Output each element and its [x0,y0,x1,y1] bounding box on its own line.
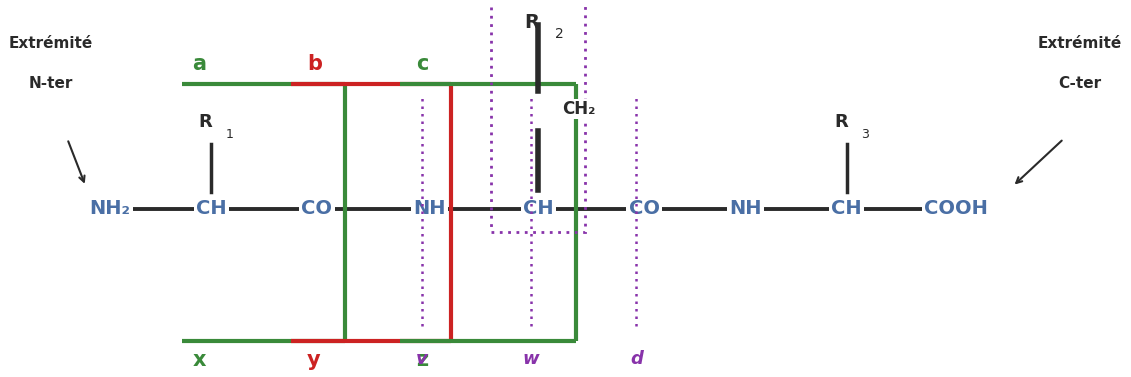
Text: d: d [630,350,642,368]
Text: a: a [192,54,207,74]
Text: N-ter: N-ter [28,76,74,91]
Text: 2: 2 [554,28,563,41]
Text: 3: 3 [861,127,869,141]
Text: R: R [524,13,539,32]
Text: R: R [835,113,848,131]
Text: y: y [308,350,321,370]
Text: CH: CH [831,199,862,218]
Text: x: x [192,350,206,370]
Text: 1: 1 [225,127,233,141]
Text: b: b [308,54,322,74]
Text: v: v [416,350,428,368]
Text: CO: CO [629,199,659,218]
Text: CH: CH [196,199,226,218]
Text: NH: NH [413,199,446,218]
Text: NH: NH [729,199,761,218]
Text: CO: CO [302,199,333,218]
Text: Extrémité: Extrémité [9,35,93,51]
Text: NH₂: NH₂ [89,199,130,218]
Bar [491,1,585,232]
Text: z: z [416,350,429,370]
Text: Extrémité: Extrémité [1038,35,1122,51]
Text: COOH: COOH [924,199,987,218]
Text: w: w [523,350,539,368]
Text: c: c [416,54,429,74]
Text: C-ter: C-ter [1059,76,1102,91]
Text: R: R [199,113,213,131]
Text: CH: CH [523,199,553,218]
Text: CH₂: CH₂ [562,100,596,118]
